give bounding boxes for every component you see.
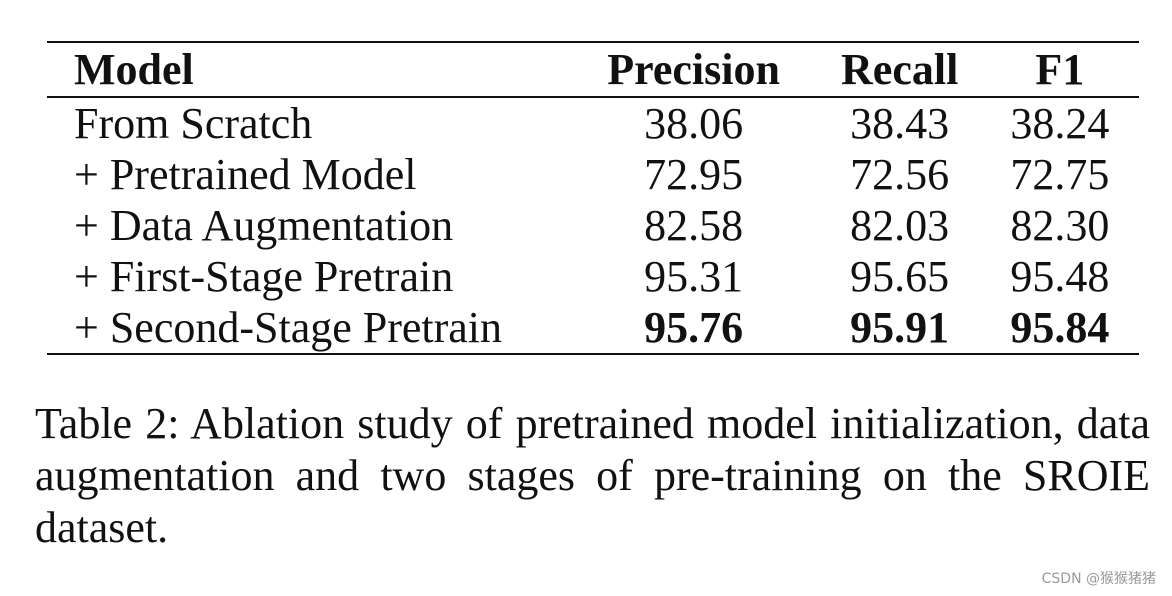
ablation-table-container: Model Precision Recall F1 From Scratch 3… (47, 41, 1139, 355)
header-precision: Precision (607, 45, 780, 94)
cell-precision: 82.58 (644, 201, 744, 250)
cell-recall-best: 95.91 (850, 303, 950, 352)
cell-model: + Second-Stage Pretrain (74, 303, 503, 352)
cell-model: From Scratch (74, 99, 313, 148)
cell-f1: 95.48 (1010, 252, 1110, 301)
header-recall: Recall (841, 45, 959, 94)
header-f1: F1 (1035, 45, 1085, 94)
cell-model: + First-Stage Pretrain (74, 252, 454, 301)
cell-f1-best: 95.84 (1010, 303, 1110, 352)
watermark: CSDN @猴猴猪猪 (1041, 571, 1156, 587)
cell-recall: 95.65 (850, 252, 950, 301)
table-row: + Data Augmentation 82.58 82.03 82.30 (47, 200, 1139, 251)
cell-model: + Data Augmentation (74, 201, 454, 250)
table-row: + Second-Stage Pretrain 95.76 95.91 95.8… (47, 302, 1139, 354)
table-row: From Scratch 38.06 38.43 38.24 (47, 97, 1139, 149)
cell-recall: 38.43 (850, 99, 950, 148)
table-row: + Pretrained Model 72.95 72.56 72.75 (47, 149, 1139, 200)
table-row: + First-Stage Pretrain 95.31 95.65 95.48 (47, 251, 1139, 302)
table-caption: Table 2: Ablation study of pretrained mo… (35, 399, 1150, 552)
cell-precision: 38.06 (644, 99, 744, 148)
cell-precision: 95.31 (644, 252, 744, 301)
cell-f1: 82.30 (1010, 201, 1110, 250)
cell-f1: 72.75 (1010, 150, 1110, 199)
cell-recall: 82.03 (850, 201, 950, 250)
table-header-row: Model Precision Recall F1 (47, 42, 1139, 97)
cell-f1: 38.24 (1010, 99, 1110, 148)
cell-recall: 72.56 (850, 150, 950, 199)
ablation-table: Model Precision Recall F1 From Scratch 3… (47, 41, 1139, 355)
cell-model: + Pretrained Model (74, 150, 417, 199)
cell-precision-best: 95.76 (644, 303, 744, 352)
cell-precision: 72.95 (644, 150, 744, 199)
header-model: Model (74, 45, 194, 94)
